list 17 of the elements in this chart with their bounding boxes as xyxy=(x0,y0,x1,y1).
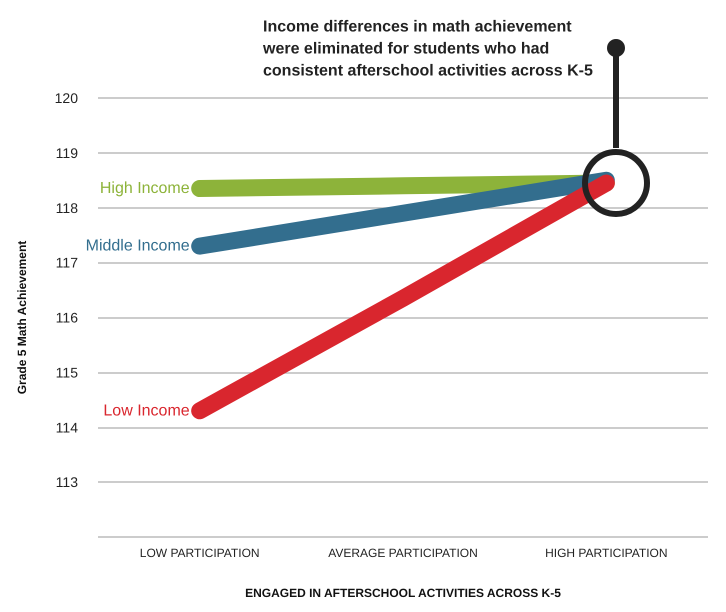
x-tick-label: LOW PARTICIPATION xyxy=(140,546,260,560)
series-label: Middle Income xyxy=(86,238,190,255)
y-tick-label: 119 xyxy=(56,144,78,161)
x-tick-label: AVERAGE PARTICIPATION xyxy=(328,546,478,560)
y-tick-label: 114 xyxy=(56,419,78,436)
y-tick-label: 113 xyxy=(56,474,78,490)
series-label: High Income xyxy=(100,180,190,198)
y-axis-title: Grade 5 Math Achievement xyxy=(15,240,29,394)
text: Income differences in math achievement were eliminated for students who had consistent afterschool activities across K-5 xyxy=(262,18,593,80)
series-label: Low Income xyxy=(103,402,190,420)
x-axis-title: ENGAGED IN AFTERSCHOOL ACTIVITIES ACROSS K-5 xyxy=(245,586,562,600)
y-tick-label: 118 xyxy=(56,200,78,216)
x-tick-label: HIGH PARTICIPATION xyxy=(545,546,668,560)
y-tick-label: 120 xyxy=(54,90,78,106)
y-tick-label: 116 xyxy=(56,310,78,326)
y-tick-label: 117 xyxy=(56,254,78,271)
y-tick-label: 115 xyxy=(56,364,78,380)
